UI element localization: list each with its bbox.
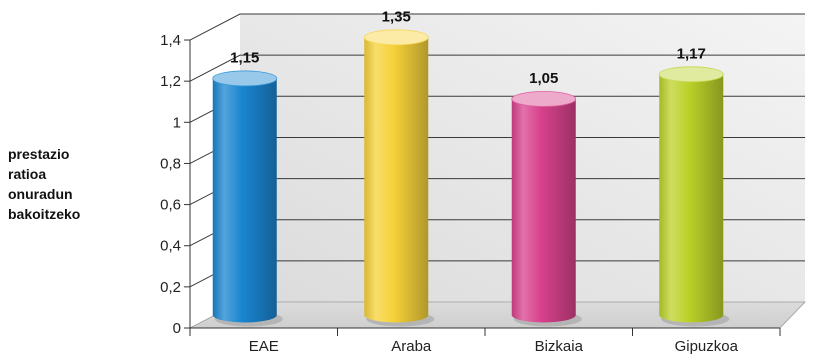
y-tick-label: 0,8 — [160, 155, 181, 172]
bar-gipuzkoa — [658, 66, 730, 327]
x-tick-label: Gipuzkoa — [675, 338, 739, 355]
bar-araba — [363, 29, 435, 327]
y-tick-label: 0 — [173, 320, 181, 337]
y-tick-label: 1,4 — [160, 32, 181, 49]
gridline — [189, 54, 805, 82]
bar-body — [659, 74, 724, 323]
bar-top — [511, 91, 577, 107]
y-tick-label: 0,6 — [160, 197, 181, 214]
y-tick-label: 1 — [173, 114, 181, 131]
data-label: 1,17 — [677, 45, 706, 62]
data-label: 1,05 — [529, 70, 558, 87]
bar-top — [363, 29, 429, 46]
y-axis-title-line: ratioa — [8, 166, 47, 182]
y-axis-title-line: onuradun — [8, 186, 73, 202]
data-label: 1,35 — [382, 8, 411, 25]
y-tick-label: 0,4 — [160, 238, 181, 255]
data-label: 1,15 — [230, 49, 259, 66]
x-tick-label: EAE — [249, 338, 279, 355]
bar-bizkaia — [511, 91, 582, 327]
bar-body — [212, 78, 277, 323]
y-axis-title-line: bakoitzeko — [8, 206, 81, 222]
chart-backwall — [190, 14, 805, 329]
y-axis-title: prestazio ratioa onuradun bakoitzeko — [8, 144, 128, 224]
y-axis-title-line: prestazio — [8, 146, 70, 162]
y-tick-label: 0,2 — [160, 279, 181, 296]
bar-body — [511, 99, 576, 323]
x-tick-label: Araba — [391, 338, 432, 355]
gridline — [189, 13, 805, 41]
x-tick-label: Bizkaia — [535, 338, 584, 355]
bar-eae — [212, 70, 283, 327]
bar-body — [364, 37, 429, 323]
y-tick-label: 1,2 — [160, 73, 181, 90]
bar-top — [658, 66, 724, 83]
bar-top — [212, 70, 278, 87]
